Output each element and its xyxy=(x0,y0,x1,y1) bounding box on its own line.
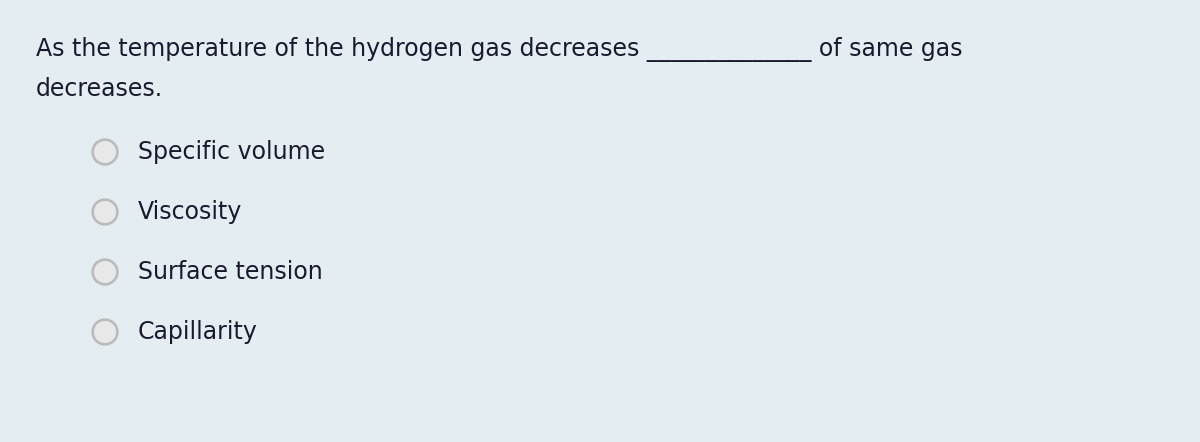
Text: Specific volume: Specific volume xyxy=(138,140,325,164)
Text: decreases.: decreases. xyxy=(36,77,163,101)
Ellipse shape xyxy=(94,201,116,223)
Text: Surface tension: Surface tension xyxy=(138,260,323,284)
Text: Capillarity: Capillarity xyxy=(138,320,258,344)
Ellipse shape xyxy=(92,199,118,225)
Text: As the temperature of the hydrogen gas decreases ______________ of same gas: As the temperature of the hydrogen gas d… xyxy=(36,37,962,62)
Ellipse shape xyxy=(92,139,118,165)
Ellipse shape xyxy=(92,259,118,285)
Ellipse shape xyxy=(94,321,116,343)
Ellipse shape xyxy=(94,141,116,163)
Ellipse shape xyxy=(94,261,116,283)
Text: Viscosity: Viscosity xyxy=(138,200,242,224)
Ellipse shape xyxy=(92,319,118,345)
